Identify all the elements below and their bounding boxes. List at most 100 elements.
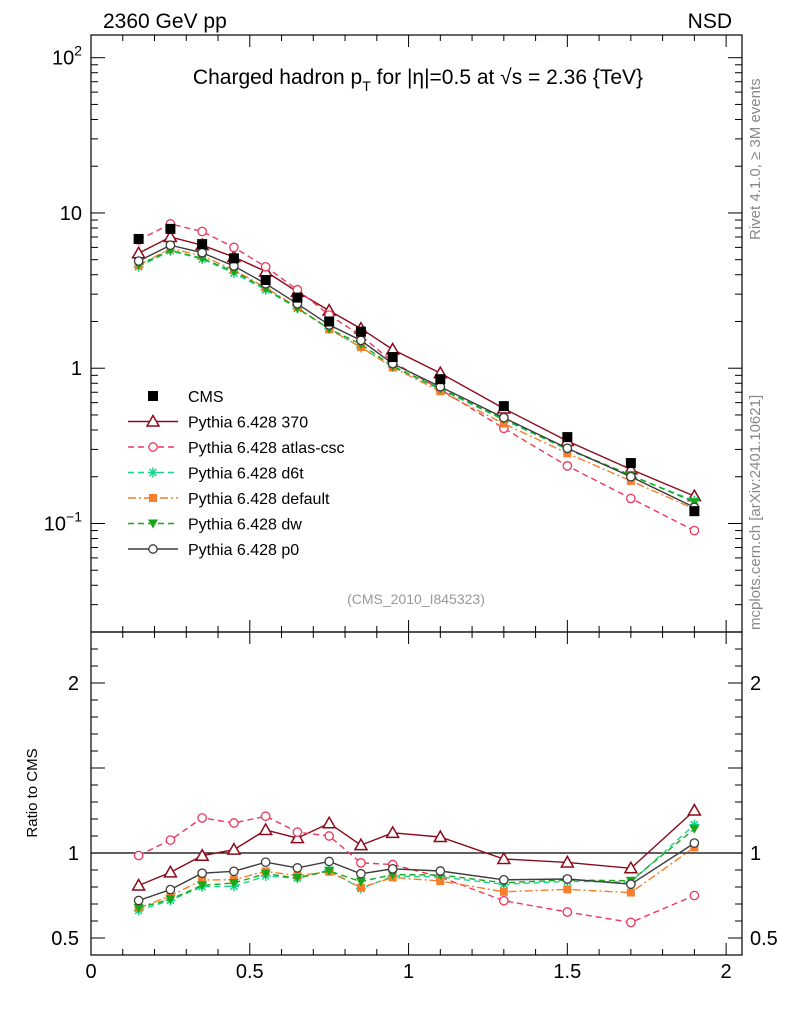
y-tick-label: 10−1 bbox=[44, 508, 82, 535]
header-right: NSD bbox=[688, 10, 732, 33]
legend-marker bbox=[149, 494, 157, 502]
ratio-point bbox=[260, 869, 271, 879]
ratio-point bbox=[260, 857, 271, 868]
series-line bbox=[138, 249, 695, 503]
data-point bbox=[133, 233, 144, 244]
ratio-point bbox=[387, 863, 398, 874]
series-ratio-2 bbox=[133, 819, 700, 916]
data-point bbox=[387, 352, 398, 363]
ratio-point bbox=[562, 907, 573, 917]
legend-entry: Pythia 6.428 370 bbox=[128, 413, 308, 432]
legend-label: CMS bbox=[188, 389, 224, 406]
legend-marker bbox=[148, 391, 158, 401]
series-line bbox=[138, 244, 695, 509]
ratio-point bbox=[356, 868, 366, 879]
ratio-point bbox=[197, 868, 207, 879]
axes-layer: 0 0.5 1 1.5 2 102 10 1 10−1 2 2 1 1 0.5 0.5 bbox=[44, 35, 778, 983]
legend-entry: Pythia 6.428 dw bbox=[128, 517, 302, 534]
ratio-line bbox=[138, 809, 695, 887]
ratio-point bbox=[324, 831, 335, 841]
ratio-point bbox=[687, 802, 702, 816]
ratio-point bbox=[197, 813, 207, 823]
ratio-point bbox=[131, 877, 146, 891]
ratio-point bbox=[292, 874, 303, 884]
series-point bbox=[498, 412, 509, 423]
legend-label: Pythia 6.428 p0 bbox=[188, 542, 299, 559]
ratio-point bbox=[436, 877, 445, 885]
ratio-point bbox=[133, 904, 144, 913]
legend: CMS Pythia 6.428 370 Pythia 6.428 atlas-cs… bbox=[128, 389, 345, 559]
series-main-0 bbox=[131, 229, 702, 502]
legend-marker bbox=[148, 544, 158, 554]
ratio-point bbox=[165, 835, 176, 845]
ratio-point bbox=[229, 818, 239, 828]
y-tick-label: 1 bbox=[71, 358, 82, 380]
title-subscript: T bbox=[362, 78, 371, 94]
ratio-tick-label-right: 0.5 bbox=[750, 928, 778, 950]
ratio-point bbox=[321, 815, 337, 829]
ratio-line bbox=[138, 824, 695, 912]
x-tick-label: 1 bbox=[403, 961, 414, 983]
legend-entry: Pythia 6.428 atlas-csc bbox=[128, 440, 345, 457]
ratio-point bbox=[623, 860, 639, 874]
x-tick-label: 2 bbox=[721, 961, 732, 983]
ratio-point bbox=[689, 838, 700, 848]
header-left: 2360 GeV pp bbox=[103, 10, 227, 33]
ratio-point bbox=[228, 879, 239, 888]
x-tick-label: 1.5 bbox=[553, 961, 581, 983]
series-layer bbox=[131, 219, 702, 928]
ratio-point bbox=[562, 874, 573, 884]
ratio-point bbox=[385, 825, 400, 839]
series-point bbox=[131, 245, 146, 259]
data-point bbox=[324, 316, 335, 327]
ratio-point bbox=[290, 830, 305, 844]
ratio-tick-label: 0.5 bbox=[51, 928, 79, 950]
legend-marker bbox=[148, 519, 158, 529]
data-point bbox=[562, 432, 573, 443]
x-tick-label: 0 bbox=[85, 961, 96, 983]
series-line bbox=[138, 250, 695, 502]
ratio-point bbox=[194, 848, 210, 861]
ratio-point bbox=[292, 827, 303, 837]
ratio-point bbox=[689, 890, 700, 901]
series-point bbox=[133, 256, 144, 266]
series-point bbox=[626, 493, 636, 504]
data-point bbox=[260, 274, 271, 285]
ratio-point bbox=[356, 883, 365, 892]
series-point bbox=[260, 261, 271, 272]
data-points bbox=[133, 223, 700, 517]
series-line bbox=[138, 223, 695, 532]
ratio-point bbox=[435, 866, 446, 876]
ratio-point bbox=[260, 811, 271, 822]
legend-label: Pythia 6.428 d6t bbox=[188, 466, 304, 483]
data-point bbox=[689, 506, 700, 517]
ratio-point bbox=[560, 854, 575, 868]
ratio-line bbox=[138, 815, 695, 924]
series-point bbox=[626, 471, 636, 482]
data-point bbox=[165, 223, 176, 234]
ratio-point bbox=[498, 895, 509, 906]
series-ratio-5 bbox=[133, 838, 700, 906]
ratio-point bbox=[355, 877, 366, 887]
ratio-point bbox=[133, 850, 144, 861]
ratio-point bbox=[197, 881, 208, 891]
ratio-point bbox=[626, 879, 636, 890]
series-point bbox=[197, 226, 207, 237]
series-ratio-0 bbox=[131, 802, 702, 891]
legend-marker bbox=[148, 467, 158, 478]
series-point bbox=[356, 335, 366, 346]
data-point bbox=[355, 326, 366, 337]
x-tick-label: 0.5 bbox=[236, 961, 264, 983]
ratio-line bbox=[138, 846, 695, 909]
legend-label: Pythia 6.428 atlas-csc bbox=[188, 440, 345, 457]
ratio-point bbox=[226, 842, 242, 855]
legend-entry: Pythia 6.428 p0 bbox=[128, 542, 299, 559]
ratio-point bbox=[496, 851, 512, 865]
analysis-id: (CMS_2010_I845323) bbox=[347, 591, 485, 607]
ratio-line bbox=[138, 828, 695, 909]
ratio-line bbox=[138, 842, 695, 902]
legend-label: Pythia 6.428 370 bbox=[188, 415, 308, 432]
series-ratio-4 bbox=[133, 824, 700, 913]
series-point bbox=[562, 461, 573, 471]
ratio-point bbox=[356, 858, 366, 868]
